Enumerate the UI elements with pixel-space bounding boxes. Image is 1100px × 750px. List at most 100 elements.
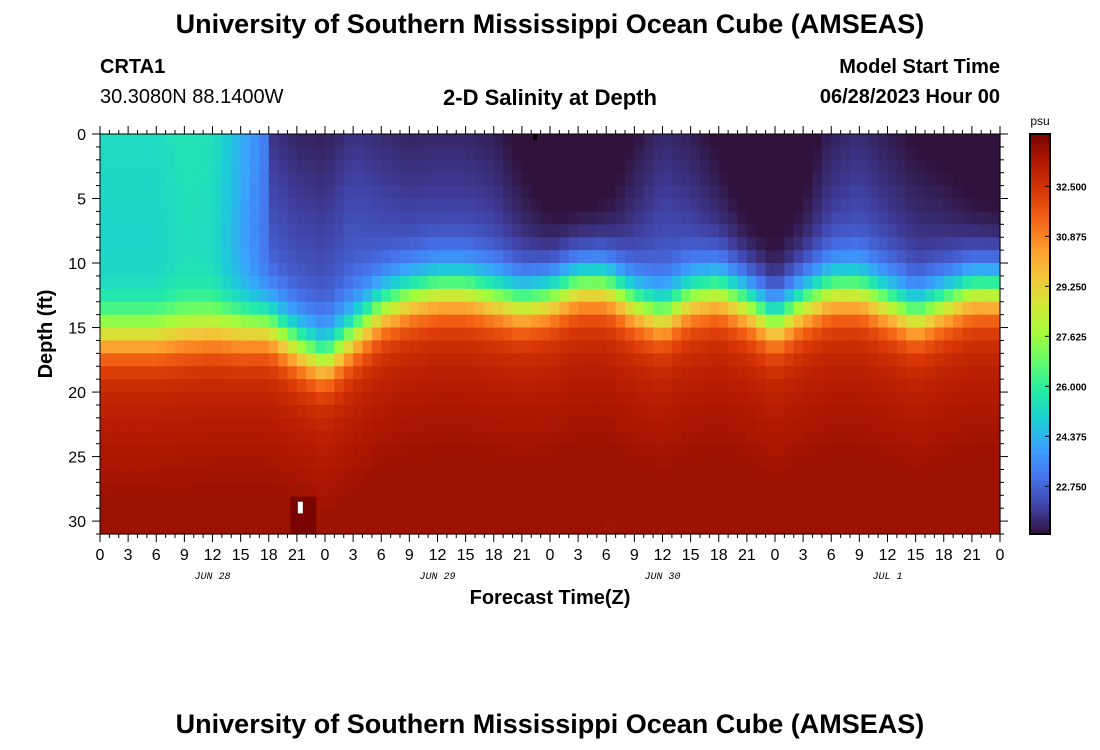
colorbar-segment [1030, 257, 1050, 262]
heatmap-cell [531, 134, 542, 148]
heatmap-cell [193, 495, 204, 509]
x-tick-label: 12 [429, 547, 447, 564]
heatmap-cell [362, 275, 373, 290]
heatmap-cell [906, 134, 917, 148]
heatmap-cell [793, 198, 804, 213]
heatmap-cell [446, 237, 457, 251]
heatmap-cell [175, 417, 185, 432]
heatmap-cell [840, 417, 851, 432]
heatmap-cell [315, 340, 326, 354]
heatmap-cell [146, 417, 157, 432]
heatmap-cell [578, 430, 589, 445]
heatmap-cell [662, 443, 673, 458]
heatmap-cell [859, 469, 870, 483]
heatmap-cell [915, 224, 926, 238]
heatmap-cell [437, 353, 448, 367]
heatmap-cell [531, 392, 542, 406]
heatmap-cell [521, 185, 532, 200]
heatmap-cell [409, 340, 420, 354]
heatmap-cell [718, 379, 729, 393]
heatmap-cell [381, 443, 392, 458]
heatmap-cell [221, 417, 232, 432]
heatmap-cell [137, 301, 148, 316]
heatmap-cell [390, 172, 401, 187]
heatmap-cell [653, 469, 664, 483]
heatmap-cell [343, 250, 354, 264]
heatmap-cell [728, 185, 739, 200]
heatmap-cell [512, 134, 523, 148]
heatmap-cell [746, 172, 757, 187]
heatmap-cell [606, 146, 617, 161]
heatmap-cell [100, 146, 110, 161]
heatmap-cell [353, 366, 364, 380]
heatmap-cell [278, 263, 289, 277]
heatmap-cell [821, 443, 832, 458]
heatmap-cell [925, 353, 935, 367]
heatmap-cell [784, 288, 795, 303]
heatmap-cell [390, 146, 401, 161]
heatmap-cell [437, 301, 448, 316]
heatmap-cell [690, 469, 701, 483]
colorbar-segment [1030, 150, 1050, 155]
heatmap-cell [662, 250, 673, 264]
heatmap-cell [690, 263, 701, 277]
heatmap-cell [653, 146, 664, 161]
heatmap-cell [484, 340, 495, 354]
heatmap-cell [737, 469, 748, 483]
heatmap-cell [250, 159, 260, 174]
anomaly-cell [603, 521, 616, 534]
heatmap-cell [259, 327, 270, 342]
heatmap-cell [934, 482, 945, 496]
heatmap-cell [906, 353, 917, 367]
heatmap-cell [981, 250, 992, 264]
heatmap-cell [353, 327, 364, 342]
heatmap-cell [325, 430, 335, 445]
heatmap-cell [287, 366, 298, 380]
heatmap-cell [296, 392, 307, 406]
heatmap-cell [587, 508, 598, 522]
heatmap-cell [700, 353, 710, 367]
heatmap-cell [493, 404, 504, 419]
heatmap-cell [493, 172, 504, 187]
heatmap-cell [971, 185, 982, 200]
heatmap-cell [615, 172, 626, 187]
heatmap-cell [793, 366, 804, 380]
heatmap-cell [915, 146, 926, 161]
heatmap-cell [737, 443, 748, 458]
heatmap-cell [409, 185, 420, 200]
heatmap-cell [550, 379, 560, 393]
heatmap-cell [278, 392, 289, 406]
heatmap-cell [484, 379, 495, 393]
heatmap-cell [156, 353, 167, 367]
heatmap-cell [343, 353, 354, 367]
heatmap-cell [428, 185, 439, 200]
heatmap-cell [250, 443, 260, 458]
heatmap-cell [165, 301, 176, 316]
heatmap-cell [728, 508, 739, 522]
heatmap-cell [756, 134, 767, 148]
heatmap-cell [643, 263, 654, 277]
heatmap-cell [259, 250, 270, 264]
heatmap-cell [943, 327, 954, 342]
heatmap-cell [550, 288, 560, 303]
heatmap-cell [690, 521, 701, 535]
heatmap-cell [850, 224, 860, 238]
heatmap-cell [962, 159, 973, 174]
heatmap-cell [231, 327, 242, 342]
heatmap-cell [409, 430, 420, 445]
heatmap-cell [240, 159, 251, 174]
heatmap-cell [906, 185, 917, 200]
heatmap-cell [334, 146, 345, 161]
heatmap-cell [212, 353, 223, 367]
heatmap-cell [128, 314, 139, 329]
heatmap-cell [765, 417, 776, 432]
heatmap-cell [887, 275, 898, 290]
heatmap-cell [109, 456, 120, 471]
heatmap-cell [409, 301, 420, 316]
heatmap-cell [625, 211, 635, 225]
heatmap-cell [259, 314, 270, 329]
heatmap-cell [700, 430, 710, 445]
heatmap-cell [165, 224, 176, 238]
heatmap-cell [231, 146, 242, 161]
heatmap-cell [315, 237, 326, 251]
